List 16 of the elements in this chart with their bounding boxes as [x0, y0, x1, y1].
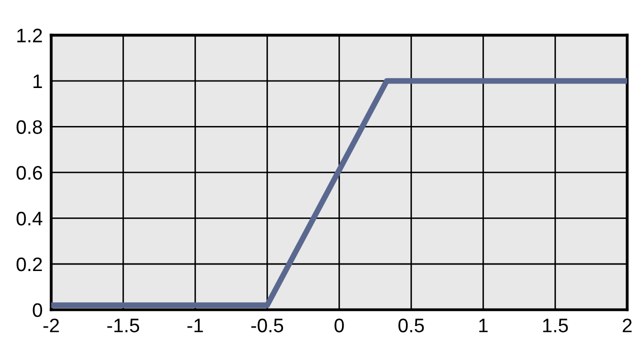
y-tick-label: 1: [34, 74, 42, 88]
y-tick-label: 0.6: [16, 166, 42, 180]
x-tick-label: -1.5: [107, 318, 140, 332]
y-tick-label: 0.2: [16, 257, 42, 272]
x-tick-label: 0.5: [398, 318, 424, 332]
x-tick-label: 0: [334, 318, 344, 332]
x-tick-label: -0.5: [251, 318, 284, 332]
x-tick-label: 1.5: [543, 318, 568, 332]
x-tick-label: -2: [43, 318, 59, 332]
x-tick-label: 2: [622, 318, 632, 332]
x-tick-label: 1: [479, 318, 488, 332]
y-tick-label: 0.8: [16, 120, 42, 134]
y-tick-label: 0: [32, 303, 42, 317]
y-tick-label: 0.4: [16, 212, 42, 226]
x-tick-label: -1: [187, 318, 203, 332]
y-tick-label: 1.2: [17, 28, 42, 42]
